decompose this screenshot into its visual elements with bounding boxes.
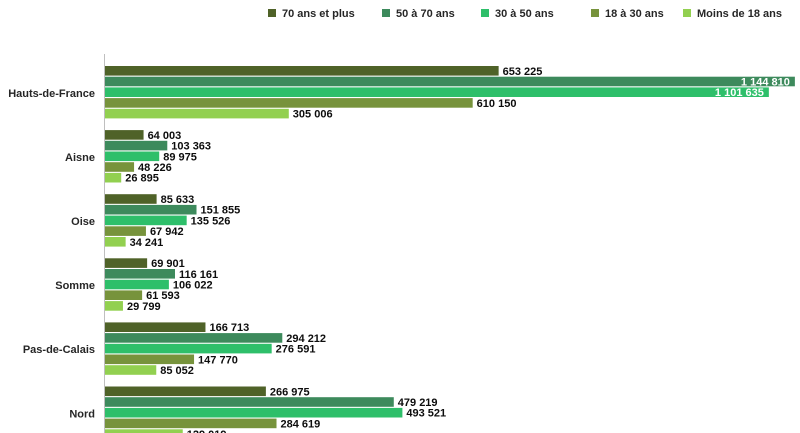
- bar: [105, 322, 206, 332]
- data-label: 64 003: [148, 130, 182, 142]
- data-label: 135 526: [191, 215, 231, 227]
- data-label: 653 225: [503, 66, 543, 78]
- category-labels: Hauts-de-France Aisne Oise Somme Pas-de-Cala…: [8, 88, 95, 421]
- bar: [105, 76, 795, 87]
- legend-swatch: [268, 9, 276, 17]
- legend-item: Moins de 18 ans: [683, 8, 782, 20]
- bar: [105, 172, 122, 183]
- data-label: 129 019: [187, 429, 227, 433]
- data-label: 69 901: [151, 258, 185, 270]
- bar: [105, 130, 144, 140]
- legend-item: 30 à 50 ans: [481, 8, 554, 20]
- data-label: 266 975: [270, 386, 310, 398]
- legend-swatch: [481, 9, 489, 17]
- legend-swatch: [591, 9, 599, 17]
- category-label: Pas-de-Calais: [23, 344, 95, 356]
- legend-item: 50 à 70 ans: [382, 8, 455, 20]
- data-label: 106 022: [173, 280, 213, 292]
- data-label: 116 161: [179, 269, 218, 281]
- chart-legend: 70 ans et plus 50 à 70 ans 30 à 50 ans 18 à…: [268, 8, 782, 20]
- bar: [105, 226, 146, 236]
- bar: [105, 407, 403, 418]
- bar: [105, 98, 473, 108]
- bar: [105, 66, 499, 76]
- bar: [105, 343, 272, 354]
- data-label: 610 150: [477, 98, 517, 110]
- legend-item: 18 à 30 ans: [591, 8, 664, 20]
- data-label: 1 101 635: [715, 87, 764, 99]
- bar: [105, 162, 135, 172]
- bar: [105, 354, 195, 365]
- legend-label: 50 à 70 ans: [396, 8, 455, 20]
- bar: [105, 269, 175, 279]
- data-label: 29 799: [127, 301, 161, 313]
- bar: [105, 397, 394, 407]
- data-label: 48 226: [138, 162, 172, 174]
- data-label: 67 942: [150, 226, 184, 238]
- data-label: 284 619: [281, 418, 321, 430]
- data-label: 493 521: [406, 408, 446, 420]
- legend-label: 70 ans et plus: [282, 8, 355, 20]
- data-label: 61 593: [146, 290, 180, 302]
- data-label: 305 006: [293, 109, 333, 121]
- bar: [105, 279, 169, 290]
- data-label: 85 633: [161, 194, 195, 206]
- category-label: Somme: [55, 280, 95, 292]
- category-label: Hauts-de-France: [8, 88, 95, 100]
- bar: [105, 365, 157, 375]
- data-label: 276 591: [276, 344, 316, 356]
- chart-bars: [105, 66, 795, 433]
- bar: [105, 204, 197, 215]
- bar: [105, 151, 160, 162]
- data-label: 151 855: [201, 205, 241, 217]
- category-label: Aisne: [65, 152, 95, 164]
- data-label: 166 713: [209, 322, 249, 334]
- data-label: 34 241: [130, 237, 164, 249]
- bar: [105, 258, 148, 268]
- legend-label: 30 à 50 ans: [495, 8, 554, 20]
- data-label: 479 219: [398, 397, 438, 409]
- bar: [105, 194, 157, 204]
- category-label: Nord: [69, 408, 95, 420]
- bar: [105, 140, 168, 151]
- data-label: 147 770: [198, 354, 238, 366]
- bar: [105, 108, 289, 119]
- legend-label: 18 à 30 ans: [605, 8, 664, 20]
- bar: [105, 290, 143, 300]
- data-label: 1 144 810: [741, 77, 790, 89]
- bar: [105, 333, 283, 343]
- legend-swatch: [382, 9, 390, 17]
- data-label: 89 975: [163, 151, 197, 163]
- bar: [105, 418, 277, 429]
- bar: [105, 386, 266, 397]
- bar: [105, 301, 123, 311]
- legend-swatch: [683, 9, 691, 17]
- category-label: Oise: [71, 216, 95, 228]
- data-label: 294 212: [286, 333, 326, 345]
- bar: [105, 429, 183, 433]
- bar: [105, 237, 126, 247]
- bar: [105, 215, 187, 226]
- legend-item: 70 ans et plus: [268, 8, 355, 20]
- data-label: 85 052: [160, 365, 194, 377]
- legend-label: Moins de 18 ans: [697, 8, 782, 20]
- data-label: 103 363: [171, 141, 211, 153]
- data-label: 26 895: [125, 173, 159, 185]
- bar: [105, 87, 769, 97]
